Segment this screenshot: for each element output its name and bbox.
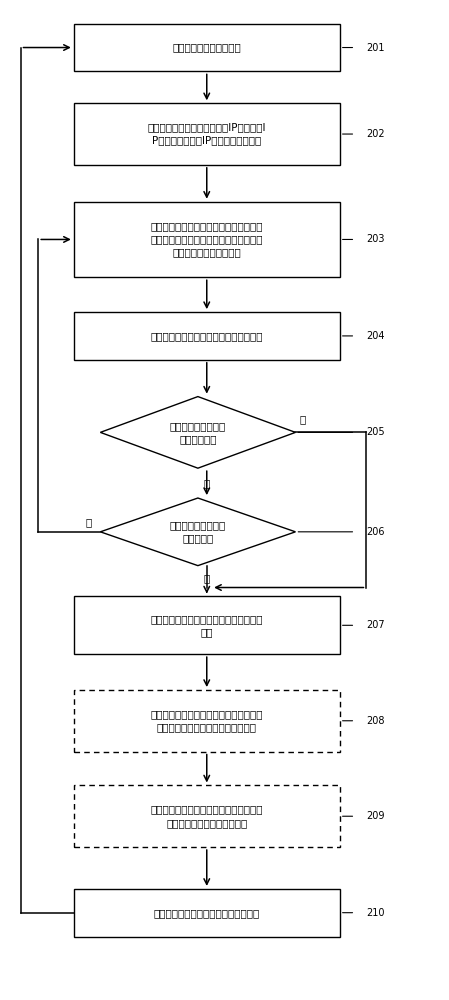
Text: 207: 207	[366, 620, 385, 630]
FancyBboxPatch shape	[74, 103, 340, 165]
Text: 否: 否	[85, 517, 92, 527]
Text: 调度服务器恢复该目标对象的流量权重: 调度服务器恢复该目标对象的流量权重	[154, 908, 260, 918]
FancyBboxPatch shape	[74, 889, 340, 937]
Text: 209: 209	[366, 811, 385, 821]
Text: 否: 否	[204, 478, 210, 488]
Text: 203: 203	[366, 234, 385, 244]
Text: 202: 202	[366, 129, 385, 139]
Polygon shape	[100, 498, 295, 566]
Text: 调度服务器利用负载均衡技术增加该目标
对象的流量权重，以将现网流量导向该目
标对象，并统计压测时长: 调度服务器利用负载均衡技术增加该目标 对象的流量权重，以将现网流量导向该目 标对…	[150, 221, 263, 258]
FancyBboxPatch shape	[74, 785, 340, 847]
Text: 206: 206	[366, 527, 385, 537]
FancyBboxPatch shape	[74, 202, 340, 277]
Text: 调度服务器获取历史压测结果，比较压测
结果与历史压测结果，得到比对结果: 调度服务器获取历史压测结果，比较压测 结果与历史压测结果，得到比对结果	[150, 709, 263, 732]
Polygon shape	[100, 397, 295, 468]
Text: 是: 是	[300, 414, 306, 424]
Text: 调度服务器获取压测任务: 调度服务器获取压测任务	[172, 43, 241, 53]
Text: 调度服务器统计压测结果，并保存该压测
结果: 调度服务器统计压测结果，并保存该压测 结果	[150, 614, 263, 637]
Text: 204: 204	[366, 331, 385, 341]
FancyBboxPatch shape	[74, 24, 340, 71]
Text: 201: 201	[366, 43, 385, 53]
Text: 208: 208	[366, 716, 385, 726]
Text: 确定性能指标是否达
到预设瓶颈值: 确定性能指标是否达 到预设瓶颈值	[170, 421, 226, 444]
Text: 确定压测时长是否大
于预设时长: 确定压测时长是否大 于预设时长	[170, 520, 226, 543]
Text: 调度服务器根据压测结果生成压测报告，
将压测报告发送给预设联系人: 调度服务器根据压测结果生成压测报告， 将压测报告发送给预设联系人	[150, 805, 263, 828]
Text: 210: 210	[366, 908, 385, 918]
FancyBboxPatch shape	[74, 690, 340, 752]
Text: 调度服务器采集目标对象的各项性能指标: 调度服务器采集目标对象的各项性能指标	[150, 331, 263, 341]
FancyBboxPatch shape	[74, 596, 340, 654]
FancyBboxPatch shape	[74, 312, 340, 360]
Text: 是: 是	[204, 574, 210, 584]
Text: 205: 205	[366, 427, 385, 437]
Text: 调度服务器根据压测任务获取IP列表，从I
P列表中选择一个IP地址作为目标对象: 调度服务器根据压测任务获取IP列表，从I P列表中选择一个IP地址作为目标对象	[148, 122, 266, 146]
